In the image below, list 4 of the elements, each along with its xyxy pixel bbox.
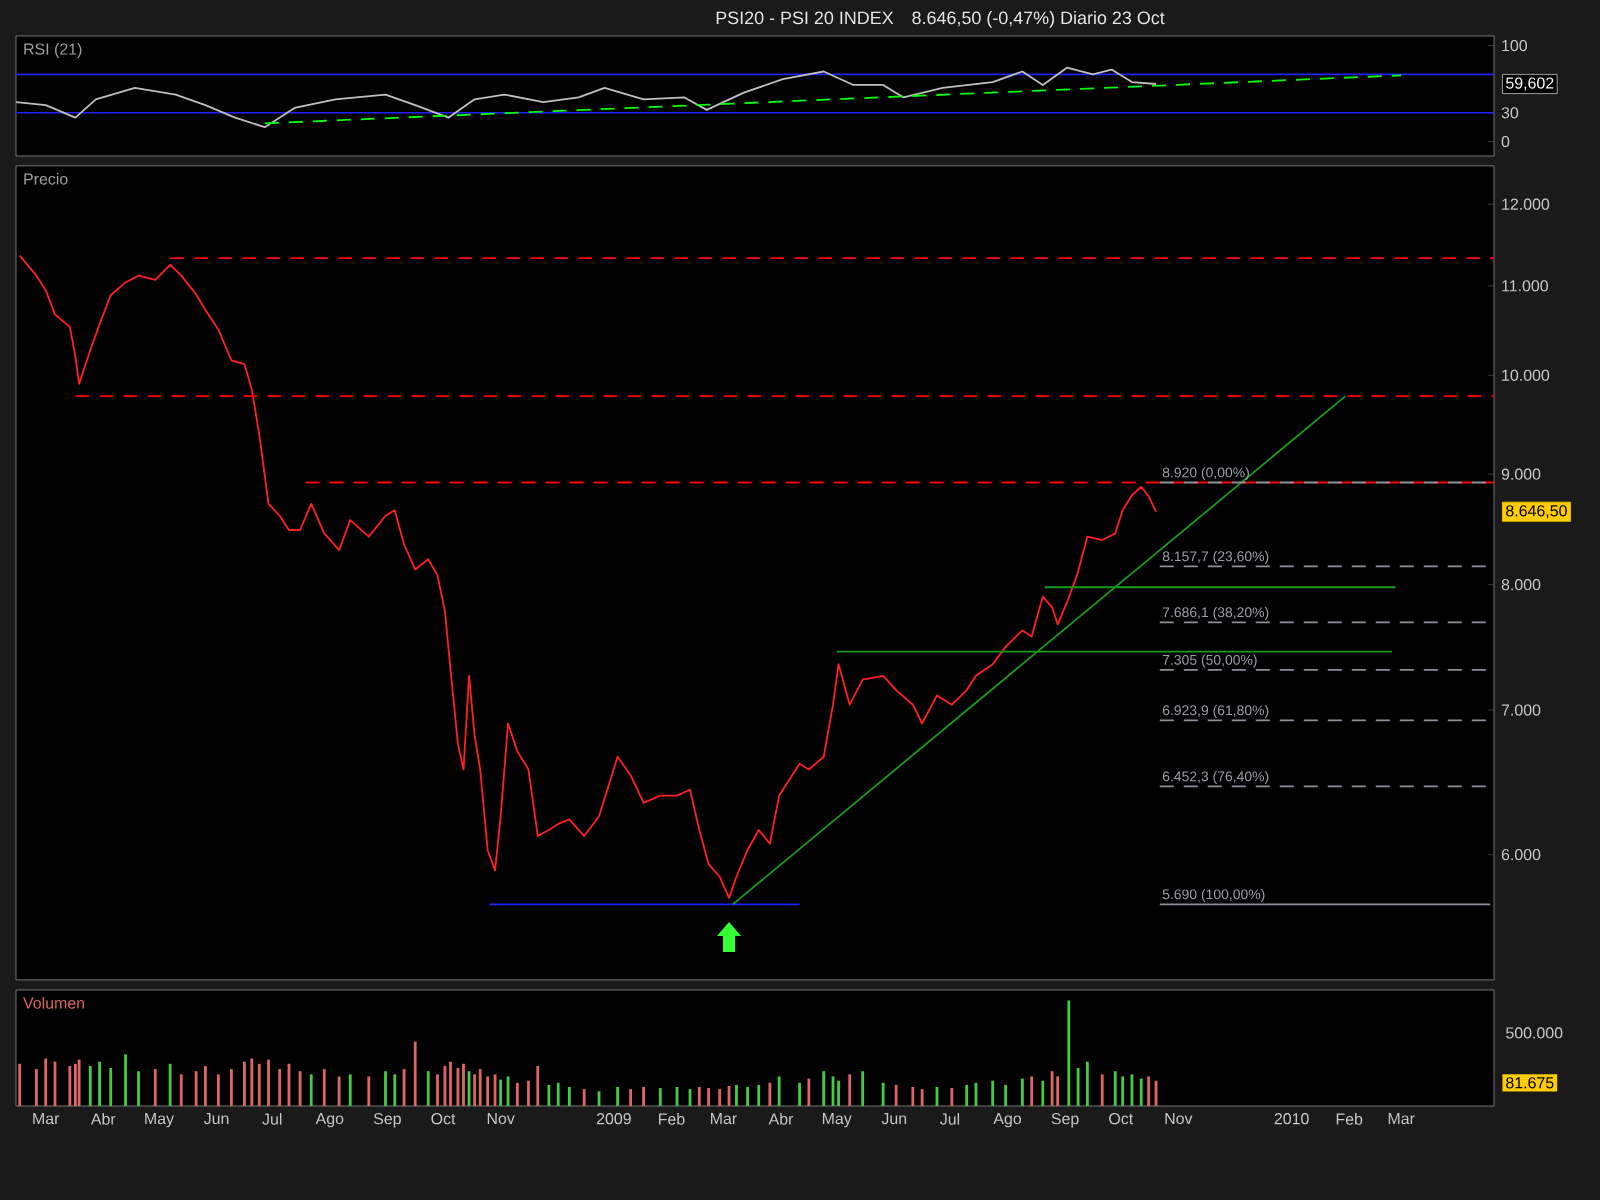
chart-title: PSI20 - PSI 20 INDEX: [716, 11, 894, 25]
line-series: [18, 254, 1157, 899]
chart-subtitle: 8.646,50 (-0,47%) Diario 23 Oct: [912, 11, 1165, 28]
line-series: [15, 66, 1157, 129]
